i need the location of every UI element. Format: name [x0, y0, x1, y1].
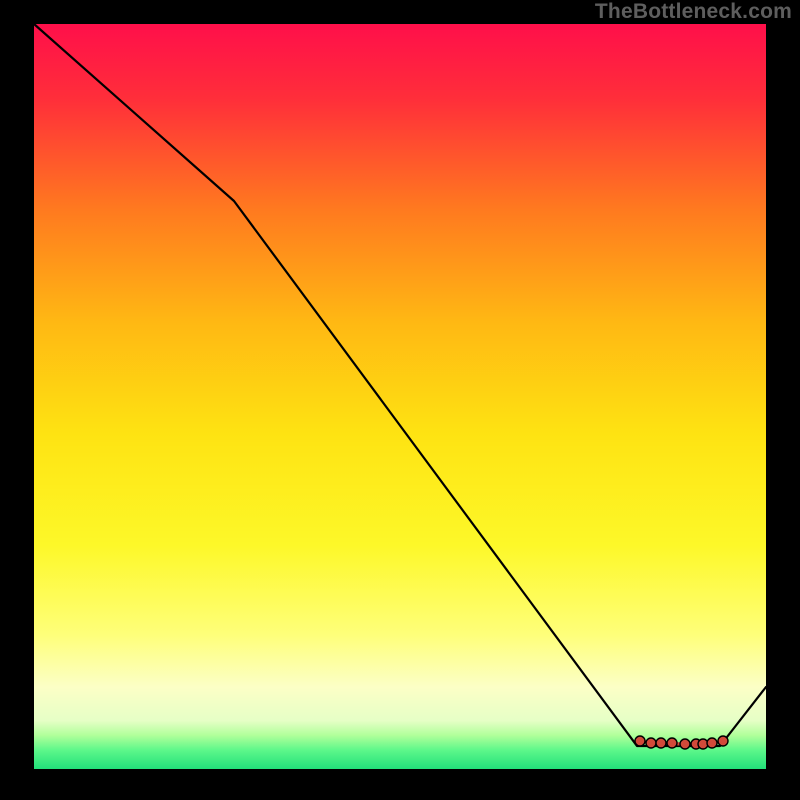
- watermark-text: TheBottleneck.com: [595, 0, 792, 24]
- data-marker: [707, 738, 717, 748]
- data-marker: [646, 738, 656, 748]
- data-marker: [680, 739, 690, 749]
- data-marker: [667, 738, 677, 748]
- data-marker: [656, 738, 666, 748]
- plot-background: [34, 24, 766, 769]
- data-marker: [635, 736, 645, 746]
- chart-svg: [0, 0, 800, 800]
- data-marker: [718, 736, 728, 746]
- chart-container: TheBottleneck.com: [0, 0, 800, 800]
